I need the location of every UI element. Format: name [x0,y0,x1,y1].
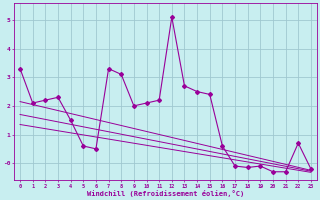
X-axis label: Windchill (Refroidissement éolien,°C): Windchill (Refroidissement éolien,°C) [87,190,244,197]
